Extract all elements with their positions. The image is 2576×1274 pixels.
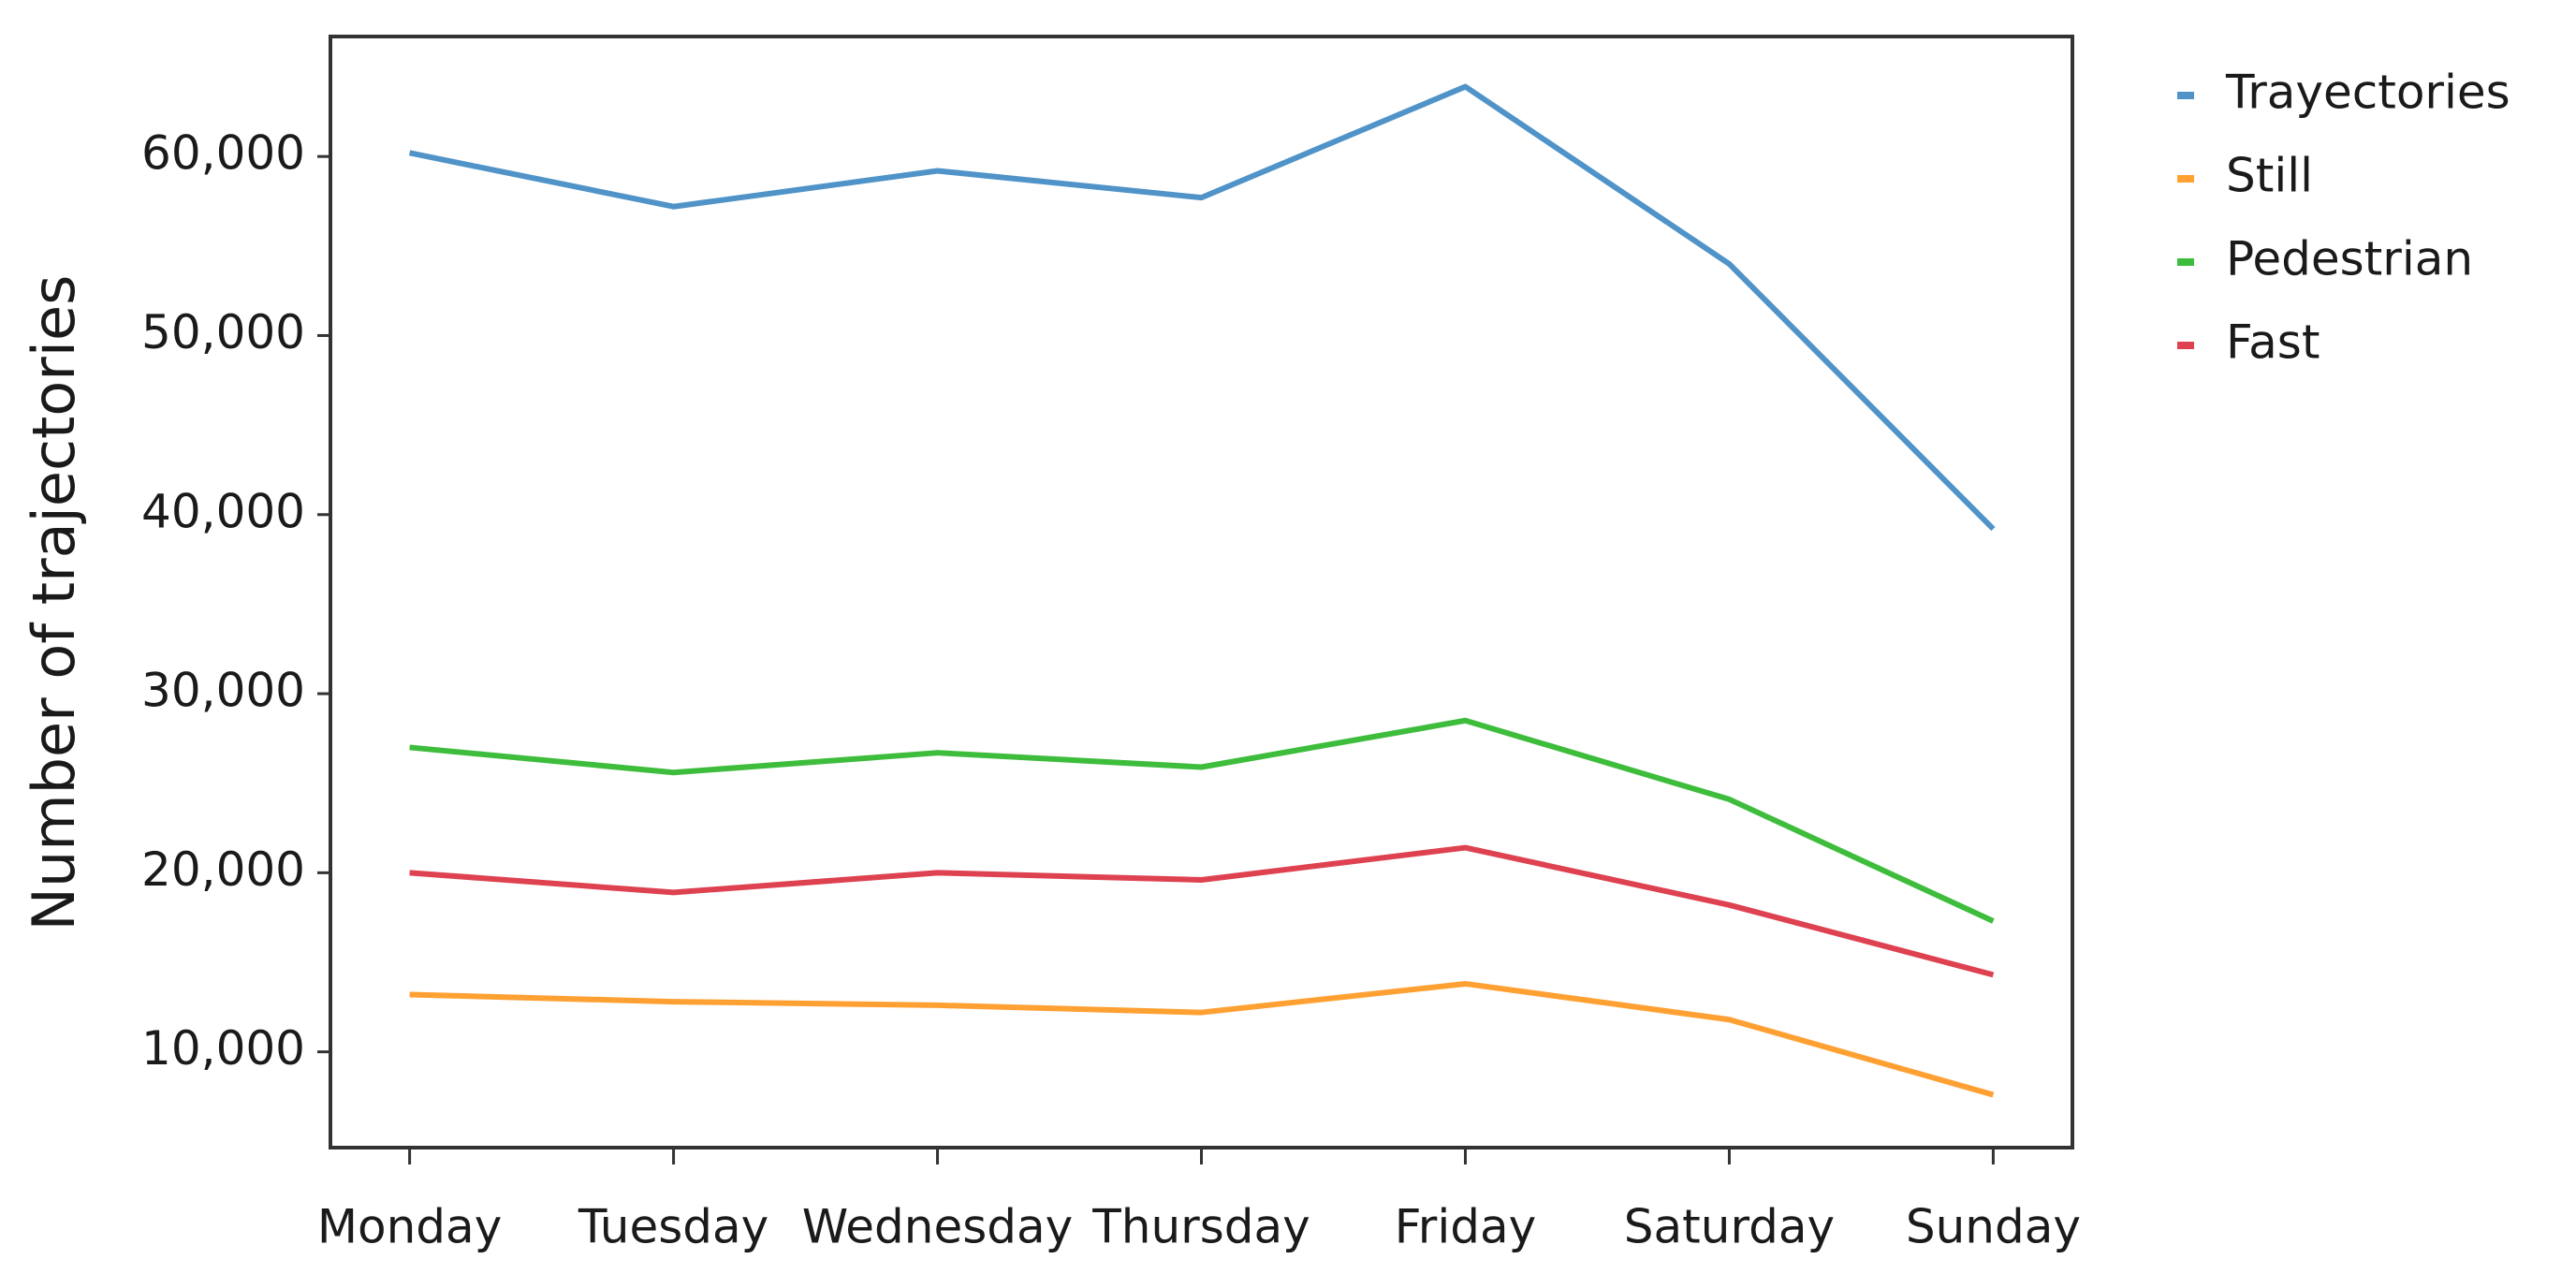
y-tick-label: 60,000 — [141, 126, 305, 181]
y-tick-label: 30,000 — [141, 664, 305, 718]
series-line — [409, 717, 1995, 924]
x-tick-label: Saturday — [1624, 1200, 1835, 1254]
x-tick-label: Wednesday — [802, 1200, 1073, 1254]
series-line — [409, 980, 1995, 1098]
x-tick-label: Tuesday — [578, 1200, 768, 1254]
legend-label: Fast — [2226, 315, 2320, 370]
legend-label: Pedestrian — [2226, 232, 2473, 286]
y-axis-title: Number of trajectories — [20, 275, 88, 931]
x-tick-label: Monday — [317, 1200, 502, 1254]
x-tick-label: Friday — [1395, 1200, 1537, 1254]
series-line — [408, 83, 1996, 532]
y-tick-label: 20,000 — [141, 842, 305, 897]
x-tick-label: Sunday — [1906, 1200, 2081, 1254]
legend-label: Still — [2226, 149, 2313, 203]
series-line — [409, 844, 1995, 978]
y-tick-label: 50,000 — [141, 305, 305, 359]
x-tick-label: Thursday — [1091, 1200, 1310, 1254]
legend-label: Trayectories — [2225, 66, 2510, 120]
y-tick-label: 10,000 — [141, 1021, 305, 1076]
y-tick-label: 40,000 — [141, 484, 305, 538]
